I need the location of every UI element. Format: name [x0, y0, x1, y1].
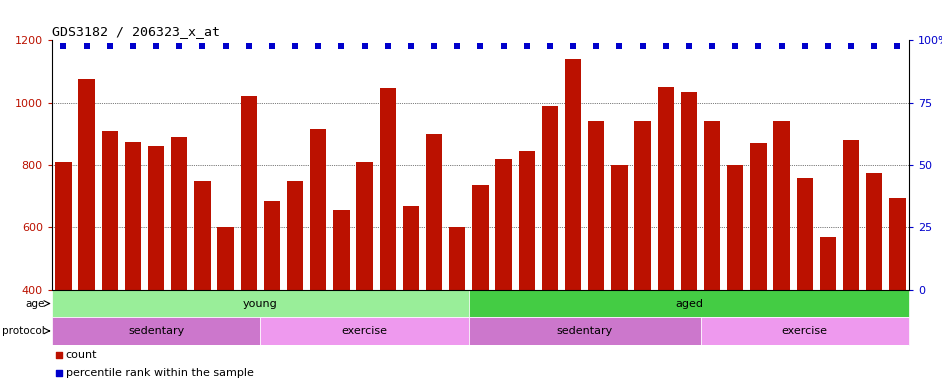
Bar — [542, 106, 558, 384]
Text: exercise: exercise — [782, 326, 828, 336]
Point — [51, 352, 66, 358]
Point — [56, 43, 71, 49]
Point — [427, 43, 442, 49]
Bar — [867, 173, 883, 384]
Point — [79, 43, 94, 49]
Point — [195, 43, 210, 49]
Point — [797, 43, 812, 49]
Point — [867, 43, 882, 49]
Point — [149, 43, 164, 49]
Bar — [449, 227, 465, 384]
Bar — [773, 121, 789, 384]
Point — [218, 43, 233, 49]
Bar — [171, 137, 187, 384]
Bar — [218, 227, 234, 384]
Bar — [472, 185, 489, 384]
Point — [681, 43, 696, 49]
Point — [496, 43, 512, 49]
Point — [241, 43, 256, 49]
Bar — [681, 92, 697, 384]
Point — [381, 43, 396, 49]
Point — [658, 43, 674, 49]
Text: age: age — [25, 298, 45, 308]
Point — [589, 43, 604, 49]
Point — [473, 43, 488, 49]
Bar — [240, 96, 257, 384]
Text: GDS3182 / 206323_x_at: GDS3182 / 206323_x_at — [52, 25, 219, 38]
Text: sedentary: sedentary — [557, 326, 613, 336]
Bar — [495, 159, 512, 384]
Point — [565, 43, 580, 49]
Bar — [588, 121, 605, 384]
Bar — [52, 317, 260, 345]
Bar — [843, 140, 859, 384]
Bar — [426, 134, 442, 384]
Point — [519, 43, 534, 49]
Bar — [148, 146, 164, 384]
Bar — [727, 165, 743, 384]
Bar — [56, 162, 72, 384]
Point — [774, 43, 789, 49]
Bar — [264, 201, 280, 384]
Point — [820, 43, 836, 49]
Bar — [635, 121, 651, 384]
Bar — [704, 121, 721, 384]
Bar — [519, 151, 535, 384]
Bar — [889, 198, 905, 384]
Point — [265, 43, 280, 49]
Point — [287, 43, 302, 49]
Point — [449, 43, 464, 49]
Bar — [658, 87, 674, 384]
Point — [543, 43, 558, 49]
Bar — [469, 290, 909, 317]
Point — [51, 370, 66, 376]
Point — [357, 43, 372, 49]
Bar — [194, 180, 210, 384]
Text: percentile rank within the sample: percentile rank within the sample — [66, 368, 253, 378]
Bar — [380, 88, 396, 384]
Bar — [287, 180, 303, 384]
Text: young: young — [243, 298, 278, 308]
Point — [635, 43, 650, 49]
Point — [403, 43, 418, 49]
Bar — [797, 177, 813, 384]
Bar — [260, 317, 469, 345]
Bar — [124, 142, 141, 384]
Bar — [751, 143, 767, 384]
Point — [311, 43, 326, 49]
Text: count: count — [66, 350, 97, 360]
Point — [844, 43, 859, 49]
Text: sedentary: sedentary — [128, 326, 185, 336]
Bar — [611, 165, 627, 384]
Text: exercise: exercise — [342, 326, 387, 336]
Point — [890, 43, 905, 49]
Bar — [310, 129, 326, 384]
Bar — [469, 317, 701, 345]
Point — [728, 43, 743, 49]
Bar — [78, 79, 94, 384]
Bar — [356, 162, 373, 384]
Bar — [565, 59, 581, 384]
Bar — [701, 317, 909, 345]
Point — [333, 43, 349, 49]
Bar — [403, 205, 419, 384]
Bar — [820, 237, 836, 384]
Text: protocol: protocol — [2, 326, 45, 336]
Bar — [52, 290, 469, 317]
Point — [102, 43, 117, 49]
Point — [125, 43, 140, 49]
Point — [171, 43, 187, 49]
Point — [705, 43, 720, 49]
Bar — [102, 131, 118, 384]
Point — [751, 43, 766, 49]
Point — [612, 43, 627, 49]
Bar — [333, 210, 349, 384]
Text: aged: aged — [674, 298, 703, 308]
